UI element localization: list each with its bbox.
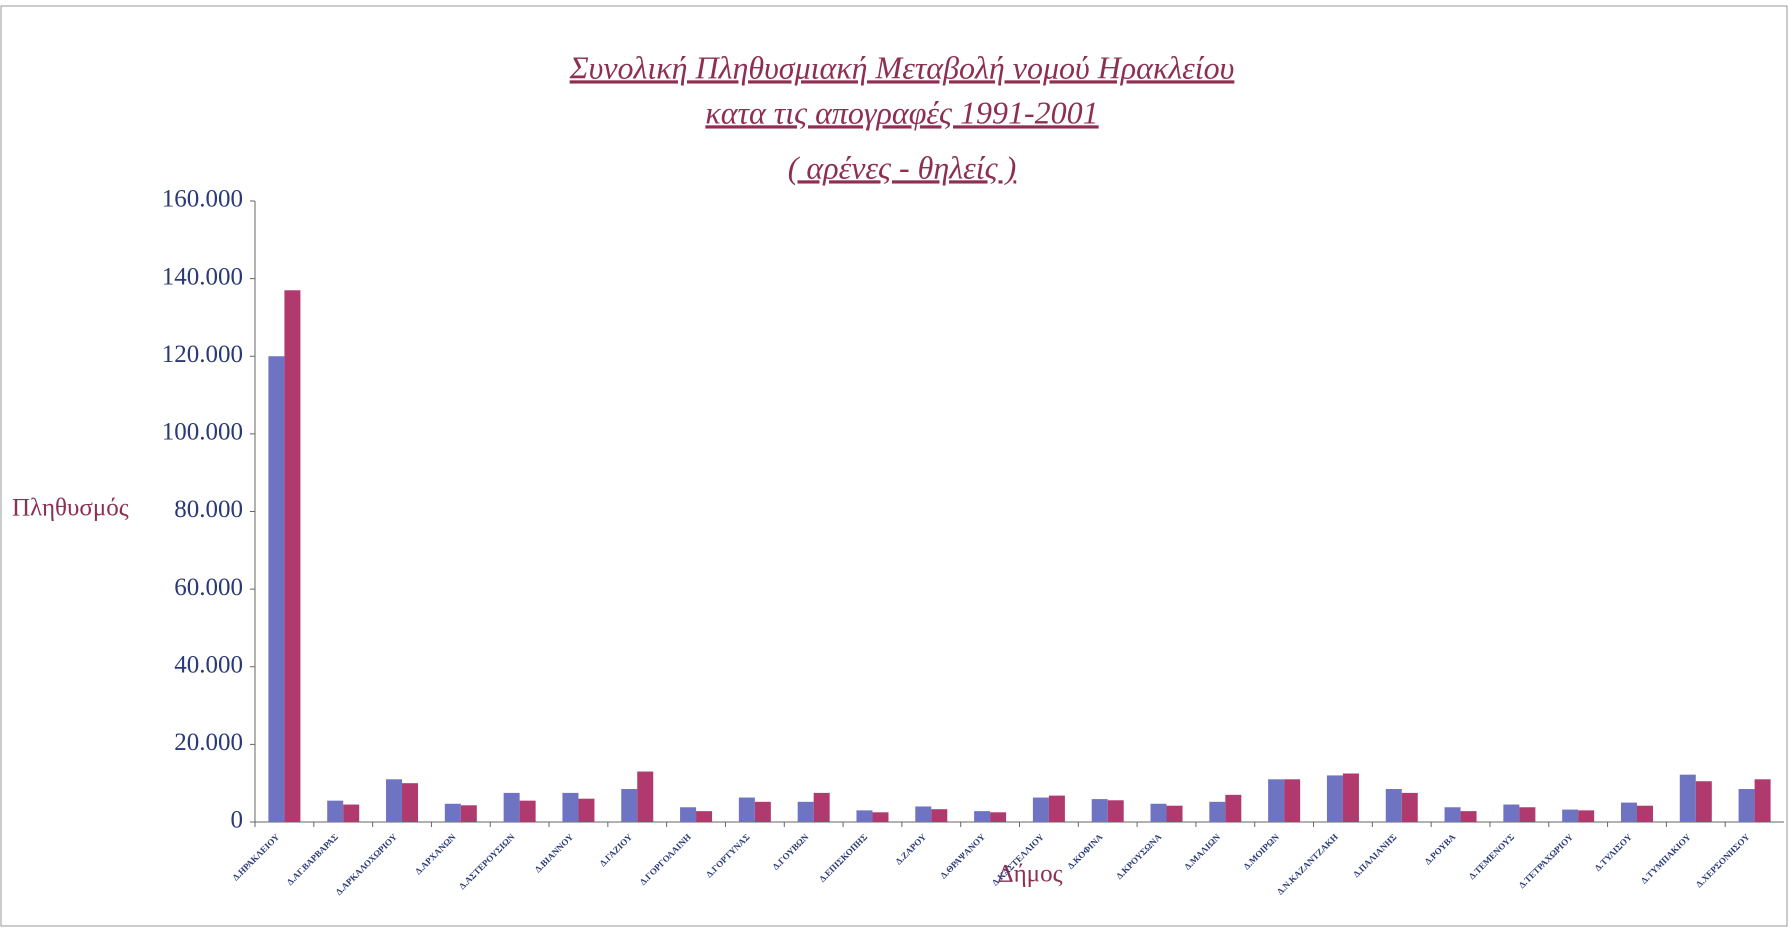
- x-tick-label: Δ.ΑΓ.ΒΑΡΒΑΡΑΣ: [285, 832, 340, 887]
- x-tick-label: Δ.ΤΕΜΕΝΟΥΣ: [1467, 832, 1517, 882]
- x-tick-label: Δ.ΤΕΤΡΑΧΩΡΙΟΥ: [1517, 831, 1576, 890]
- x-tick-label: Δ.ΠΑΛΙΑΝΗΣ: [1351, 832, 1399, 880]
- y-tick-label: 80.000: [174, 496, 243, 523]
- bar: [519, 800, 536, 822]
- x-tick-label: Δ.ΘΡΑΨΑΝΟΥ: [938, 831, 987, 880]
- bar: [1503, 804, 1520, 822]
- x-tick-label: Δ.ΓΟΡΤΥΝΑΣ: [704, 832, 752, 880]
- bar: [915, 806, 932, 822]
- bar: [1519, 807, 1536, 822]
- y-tick-label: 0: [231, 807, 244, 834]
- x-tick-label: Δ.ΧΕΡΣΟΝΗΣΟΥ: [1694, 831, 1752, 889]
- bar: [460, 805, 477, 822]
- bar: [1444, 807, 1461, 822]
- y-tick-label: 160.000: [162, 186, 243, 213]
- bar: [1209, 801, 1226, 822]
- x-tick-label: Δ.ΓΟΥΒΩΝ: [771, 831, 811, 871]
- bar: [1754, 779, 1771, 822]
- bar: [444, 803, 461, 822]
- y-tick-label: 40.000: [174, 651, 243, 678]
- bar: [1679, 774, 1696, 822]
- bar: [343, 804, 360, 822]
- bar: [621, 789, 638, 822]
- bar: [503, 792, 520, 822]
- y-tick-label: 140.000: [162, 263, 243, 290]
- bar: [696, 811, 713, 822]
- bar: [1385, 789, 1402, 822]
- chart-subtitle: ( αρένες - θηλείς ): [788, 149, 1016, 185]
- x-tick-label: Δ.ΕΠΙΣΚΟΠΗΣ: [817, 832, 869, 884]
- x-tick-label: Δ.ΜΟΙΡΩΝ: [1241, 831, 1281, 871]
- bar: [680, 807, 697, 822]
- x-tick-label: Δ.ΤΥΜΠΑΚΙΟΥ: [1639, 831, 1693, 885]
- bar: [1166, 805, 1183, 822]
- bar: [738, 797, 755, 822]
- x-tick-label: Δ.ΑΣΤΕΡΟΥΣΙΩΝ: [457, 831, 517, 891]
- bar: [1284, 779, 1301, 822]
- chart-title: Συνολική Πληθυσμιακή Μεταβολή νομού Ηρακ…: [569, 49, 1235, 85]
- bar: [1401, 792, 1418, 822]
- bar: [1578, 810, 1595, 822]
- bar: [1048, 795, 1065, 822]
- y-axis-title: Πληθυσμός: [12, 495, 129, 522]
- bar: [284, 290, 301, 822]
- bar: [1636, 805, 1653, 822]
- bar: [1695, 781, 1712, 822]
- bar: [1738, 789, 1755, 822]
- bar: [1620, 802, 1637, 822]
- bar: [813, 792, 830, 822]
- x-tick-label: Δ.ΑΡΧΑΝΩΝ: [413, 831, 458, 876]
- bar: [637, 771, 654, 822]
- bar: [402, 783, 419, 822]
- bar: [562, 792, 579, 822]
- bar: [797, 801, 814, 822]
- bar: [872, 812, 889, 822]
- y-tick-label: 20.000: [174, 729, 243, 756]
- y-tick-label: 120.000: [162, 341, 243, 368]
- bar: [1326, 775, 1343, 822]
- bar: [1150, 803, 1167, 822]
- bar: [386, 779, 403, 822]
- x-tick-label: Δ.ΓΟΡΓΟΛΑΙΝΗ: [638, 832, 693, 887]
- bar: [974, 811, 991, 822]
- x-tick-label: Δ.ΡΟΥΒΑ: [1423, 831, 1458, 866]
- bar: [931, 809, 948, 822]
- bar: [1032, 797, 1049, 822]
- bar: [856, 810, 873, 822]
- x-tick-label: Δ.ΓΑΖΙΟΥ: [598, 831, 635, 868]
- y-tick-label: 100.000: [162, 419, 243, 446]
- bar: [1342, 773, 1359, 822]
- bar: [1225, 794, 1242, 822]
- x-axis-title: Δήμος: [998, 861, 1063, 888]
- bar: [990, 812, 1007, 822]
- bar: [1268, 779, 1285, 822]
- frame: [0, 5, 1788, 927]
- bar: [578, 798, 595, 822]
- chart-subtitle: κατα τις απογραφές 1991-2001: [705, 94, 1098, 130]
- bar: [1562, 809, 1579, 822]
- x-tick-label: Δ.ΗΡΑΚΛΕΙΟΥ: [231, 831, 282, 882]
- x-tick-label: Δ.ΤΥΛΙΣΟΥ: [1593, 831, 1635, 873]
- bar: [1091, 799, 1108, 822]
- x-tick-label: Δ.ΜΑΛΙΩΝ: [1182, 831, 1222, 871]
- x-tick-label: Δ.ΑΡΚΑΛΟΧΩΡΙΟΥ: [334, 831, 400, 897]
- bar: [327, 800, 344, 822]
- bar: [754, 801, 771, 822]
- x-tick-label: Δ.ΖΑΡΟΥ: [893, 831, 928, 866]
- bar: [1460, 811, 1477, 822]
- bar: [1107, 800, 1124, 822]
- x-tick-label: Δ.ΚΟΦΙΝΑ: [1065, 831, 1105, 871]
- x-tick-label: Δ.ΚΡΟΥΣΩΝΑ: [1114, 831, 1164, 881]
- y-tick-label: 60.000: [174, 574, 243, 601]
- x-tick-label: Δ.ΒΙΑΝΝΟΥ: [533, 831, 576, 874]
- bar: [268, 356, 285, 822]
- x-tick-label: Δ.Ν.ΚΑΖΑΝΤΖΑΚΗ: [1275, 832, 1340, 897]
